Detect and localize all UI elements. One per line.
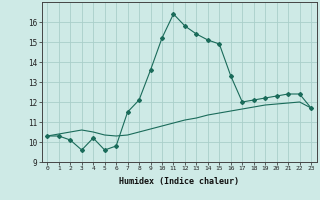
X-axis label: Humidex (Indice chaleur): Humidex (Indice chaleur) [119, 177, 239, 186]
